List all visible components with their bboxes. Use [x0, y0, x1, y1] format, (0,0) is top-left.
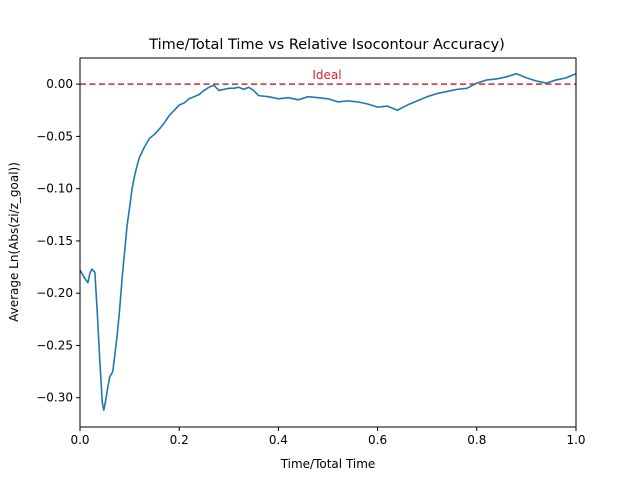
y-tick-label: −0.05: [36, 129, 73, 143]
x-tick-label: 0.4: [269, 433, 288, 447]
chart-title: Time/Total Time vs Relative Isocontour A…: [148, 37, 505, 53]
y-tick-label: −0.15: [36, 234, 73, 248]
y-axis-label: Average Ln(Abs(zi/z_goal)): [7, 162, 21, 322]
y-tick-label: −0.10: [36, 182, 73, 196]
x-tick-label: 0.8: [467, 433, 486, 447]
x-tick-label: 0.0: [70, 433, 89, 447]
x-axis-label: Time/Total Time: [280, 457, 376, 471]
x-tick-label: 0.6: [368, 433, 387, 447]
y-tick-label: −0.30: [36, 391, 73, 405]
y-tick-label: −0.20: [36, 286, 73, 300]
ideal-annotation: Ideal: [312, 68, 341, 82]
plot-area: [79, 57, 577, 428]
y-axis-ticks: 0.00 −0.05 −0.10 −0.15 −0.20 −0.25 −0.30: [36, 77, 80, 405]
series-line: [79, 72, 577, 412]
x-tick-label: 1.0: [566, 433, 585, 447]
y-tick-label: −0.25: [36, 338, 73, 352]
axes-frame: [79, 57, 577, 428]
x-axis-ticks: 0.0 0.2 0.4 0.6 0.8 1.0: [70, 427, 586, 447]
x-tick-label: 0.2: [170, 433, 189, 447]
y-tick-label: 0.00: [46, 77, 73, 91]
